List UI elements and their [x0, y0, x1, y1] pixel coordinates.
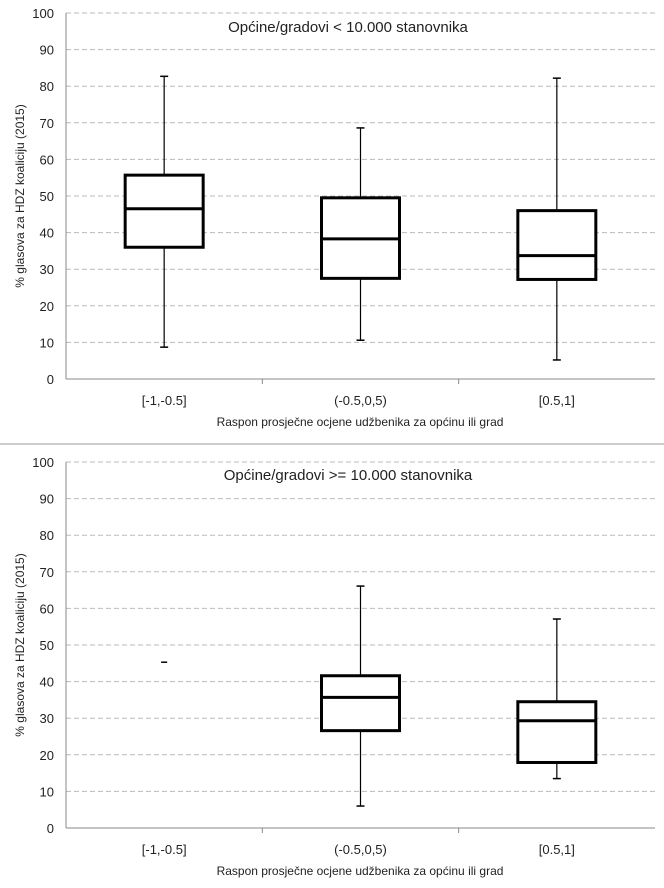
y-tick-label: 80: [40, 79, 54, 94]
y-tick-label: 90: [40, 43, 54, 58]
x-tick-label: (-0.5,0,5): [334, 842, 387, 857]
y-tick-label: 40: [40, 226, 54, 241]
y-axis-label: % glasova za HDZ koaliciju (2015): [13, 553, 27, 736]
box-iqr: [516, 700, 598, 764]
chart-bottom: Općine/gradovi >= 10.000 stanovnika Rasp…: [13, 455, 655, 878]
y-tick-label: 10: [40, 335, 54, 350]
x-tick-label: [0.5,1]: [539, 393, 575, 408]
y-tick-label: 60: [40, 601, 54, 616]
y-tick-label: 70: [40, 565, 54, 580]
y-tick-label: 0: [47, 372, 54, 387]
y-tick-label: 100: [32, 6, 54, 21]
y-tick-label: 50: [40, 638, 54, 653]
chart-title: Općine/gradovi >= 10.000 stanovnika: [224, 467, 473, 484]
box-iqr: [320, 674, 401, 733]
y-axis-label: % glasova za HDZ koaliciju (2015): [13, 104, 27, 287]
y-tick-label: 40: [40, 675, 54, 690]
y-tick-label: 60: [40, 152, 54, 167]
y-tick-label: 10: [40, 784, 54, 799]
x-axis-label: Raspon prosječne ocjene udžbenika za opć…: [217, 415, 504, 429]
y-tick-label: 100: [32, 455, 54, 470]
y-tick-label: 0: [47, 821, 54, 836]
y-tick-label: 20: [40, 299, 54, 314]
y-tick-label: 30: [40, 711, 54, 726]
x-tick-label: [0.5,1]: [539, 842, 575, 857]
y-tick-label: 80: [40, 528, 54, 543]
chart-title: Općine/gradovi < 10.000 stanovnika: [228, 19, 468, 36]
y-tick-label: 30: [40, 262, 54, 277]
y-tick-label: 70: [40, 116, 54, 131]
box-iqr: [123, 173, 205, 249]
x-tick-label: (-0.5,0,5): [334, 393, 387, 408]
x-tick-label: [-1,-0.5]: [142, 393, 187, 408]
box-iqr: [516, 209, 598, 281]
chart-top: Općine/gradovi < 10.000 stanovnika Raspo…: [13, 6, 655, 429]
x-axis-label: Raspon prosječne ocjene udžbenika za opć…: [217, 864, 504, 878]
x-tick-label: [-1,-0.5]: [142, 842, 187, 857]
y-tick-label: 20: [40, 748, 54, 763]
y-tick-label: 50: [40, 189, 54, 204]
y-tick-label: 90: [40, 492, 54, 507]
